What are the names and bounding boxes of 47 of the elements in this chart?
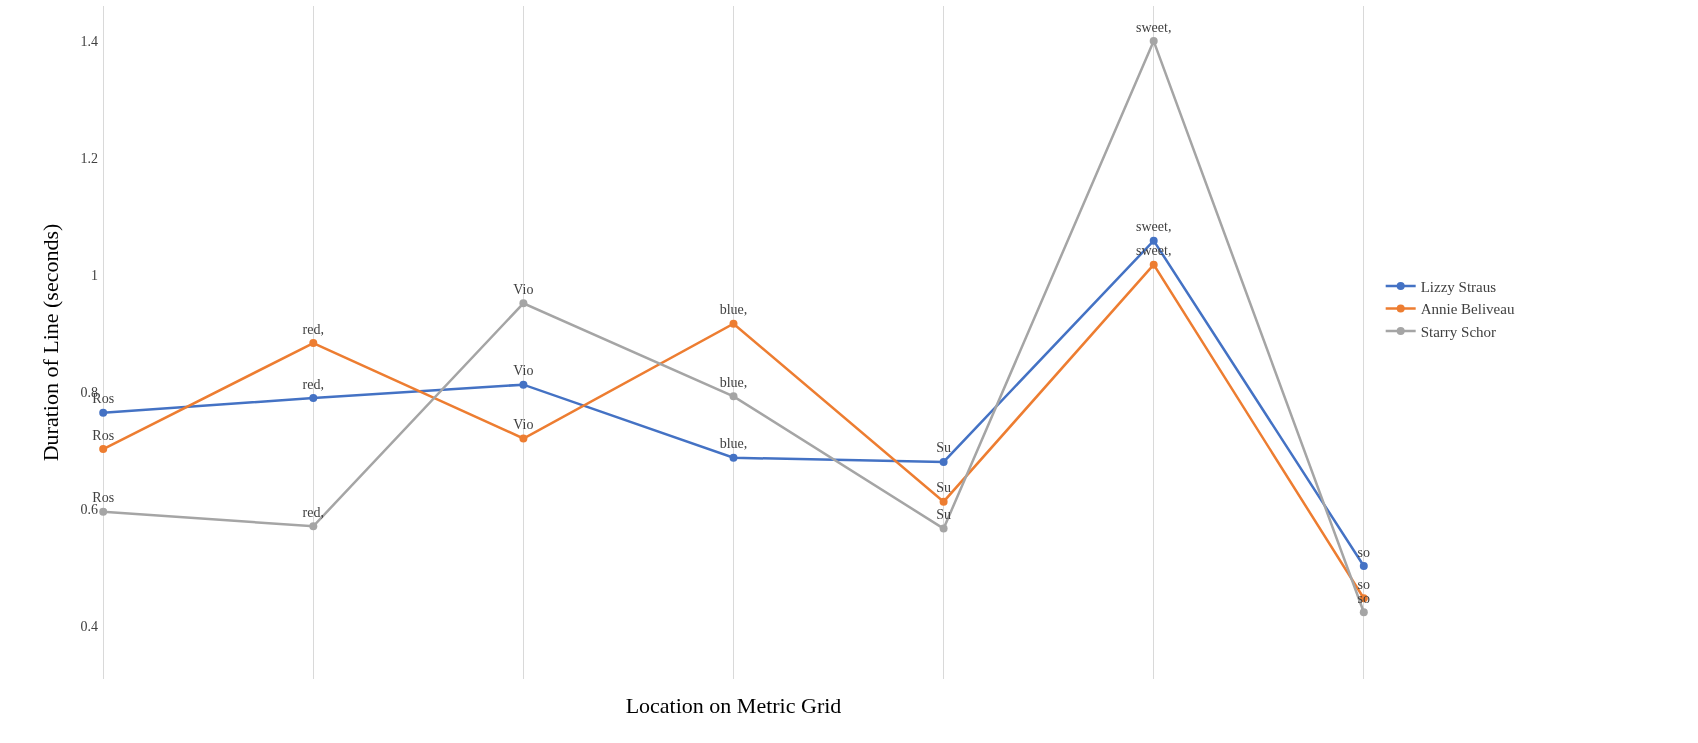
point [309, 394, 318, 403]
point [729, 392, 738, 401]
data-label: sweet, [1136, 219, 1172, 235]
data-label: red, [302, 504, 324, 520]
point [99, 507, 108, 516]
point [519, 299, 528, 308]
x-axis-title: Location on Metric Grid [625, 692, 842, 718]
data-label: Ros [92, 427, 115, 443]
point [939, 457, 948, 466]
legend-label: Annie Beliveau [1420, 301, 1515, 318]
y-tick-label: 1.4 [80, 34, 98, 50]
data-label: blue, [719, 302, 748, 318]
point [939, 524, 948, 533]
data-label: Vio [513, 281, 534, 297]
y-tick-label: 0.4 [80, 619, 98, 635]
data-label: Su [936, 440, 951, 456]
point [519, 380, 528, 389]
point [1149, 236, 1158, 245]
point [309, 339, 318, 348]
point [939, 497, 948, 506]
point [309, 522, 318, 531]
point [1359, 562, 1368, 571]
point [519, 434, 528, 443]
point [1359, 608, 1368, 617]
y-tick-label: 1.2 [80, 151, 98, 167]
point [1149, 37, 1158, 46]
data-label: red, [302, 376, 324, 392]
data-label: blue, [719, 374, 748, 390]
data-label: Vio [513, 363, 534, 379]
data-label: Su [936, 480, 951, 496]
data-label: blue, [719, 436, 748, 452]
point [729, 319, 738, 328]
y-tick-label: 1 [91, 268, 98, 284]
point [1149, 260, 1158, 269]
data-label: so [1357, 576, 1371, 592]
point [99, 408, 108, 417]
point [99, 445, 108, 454]
legend-label: Starry Schor [1420, 323, 1497, 340]
y-axis-title: Duration of Line (seconds) [38, 223, 64, 462]
data-label: red, [302, 321, 324, 337]
point [729, 453, 738, 462]
data-label: Vio [513, 416, 534, 432]
data-label: so [1357, 544, 1371, 560]
data-label: sweet, [1136, 19, 1172, 35]
y-tick-label: 0.6 [80, 502, 98, 518]
data-label: Su [936, 507, 951, 523]
legend-label: Lizzy Straus [1420, 278, 1497, 295]
